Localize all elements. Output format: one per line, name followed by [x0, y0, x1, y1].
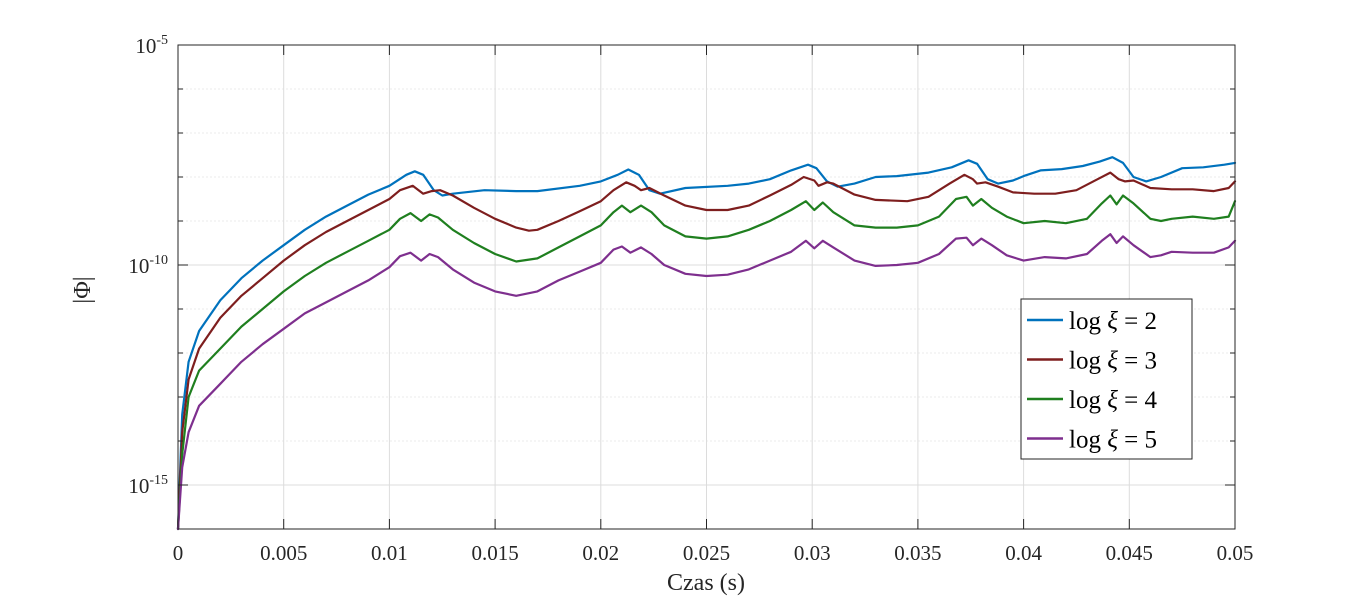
legend-label-xi: ξ — [1107, 387, 1118, 414]
series-line-3 — [176, 194, 1237, 531]
legend-label-3: log ξ = 4 — [1069, 387, 1158, 414]
legend-label-xi: ξ — [1107, 427, 1118, 454]
x-tick-label: 0.025 — [683, 541, 730, 565]
legend-label-2: log ξ = 3 — [1069, 348, 1157, 375]
x-tick-label: 0.04 — [1005, 541, 1042, 565]
y-axis-label: |Φ| — [70, 276, 96, 303]
x-axis-label: Czas (s) — [667, 570, 745, 596]
series-line-4 — [176, 233, 1237, 531]
legend-label-xi: ξ — [1107, 348, 1118, 375]
legend-label-log: log — [1069, 308, 1107, 335]
y-tick-label: 10-5 — [135, 33, 168, 58]
x-tick-labels: 0 0.005 0.01 0.015 0.02 0.025 0.03 0.035 0.04 0.0… — [173, 541, 1254, 565]
legend-label-log: log — [1069, 348, 1107, 375]
y-tick-exponent: -5 — [156, 33, 168, 48]
legend-label-value: = 4 — [1118, 387, 1158, 414]
y-tick-base: 10 — [135, 34, 156, 58]
x-tick-label: 0.02 — [582, 541, 619, 565]
axis-ticks — [177, 45, 1236, 529]
legend-label-value: = 3 — [1118, 348, 1157, 375]
x-tick-label: 0 — [173, 541, 184, 565]
series-lines — [176, 156, 1237, 531]
x-tick-label: 0.03 — [794, 541, 831, 565]
series-line-1 — [176, 156, 1237, 531]
legend-label-log: log — [1069, 387, 1107, 414]
x-tick-label: 0.015 — [471, 541, 518, 565]
x-tick-label: 0.035 — [894, 541, 941, 565]
y-tick-exponent: -15 — [149, 473, 168, 488]
x-tick-label: 0.01 — [371, 541, 408, 565]
y-tick-base: 10 — [128, 254, 149, 278]
legend-label-1: log ξ = 2 — [1069, 308, 1157, 335]
y-tick-label: 10-10 — [128, 253, 168, 278]
x-tick-label: 0.05 — [1217, 541, 1254, 565]
x-tick-label: 0.005 — [260, 541, 307, 565]
y-tick-exponent: -10 — [149, 253, 168, 268]
legend-label-xi: ξ — [1107, 308, 1118, 335]
legend-label-value: = 2 — [1118, 308, 1157, 335]
y-tick-base: 10 — [128, 474, 149, 498]
y-tick-label: 10-15 — [128, 473, 168, 498]
legend-label-4: log ξ = 5 — [1069, 427, 1157, 454]
series-line-2 — [176, 171, 1237, 531]
x-tick-label: 0.045 — [1106, 541, 1153, 565]
legend-label-log: log — [1069, 427, 1107, 454]
legend-box — [1020, 298, 1193, 460]
grid-lines — [178, 45, 1235, 529]
legend-label-value: = 5 — [1118, 427, 1157, 454]
